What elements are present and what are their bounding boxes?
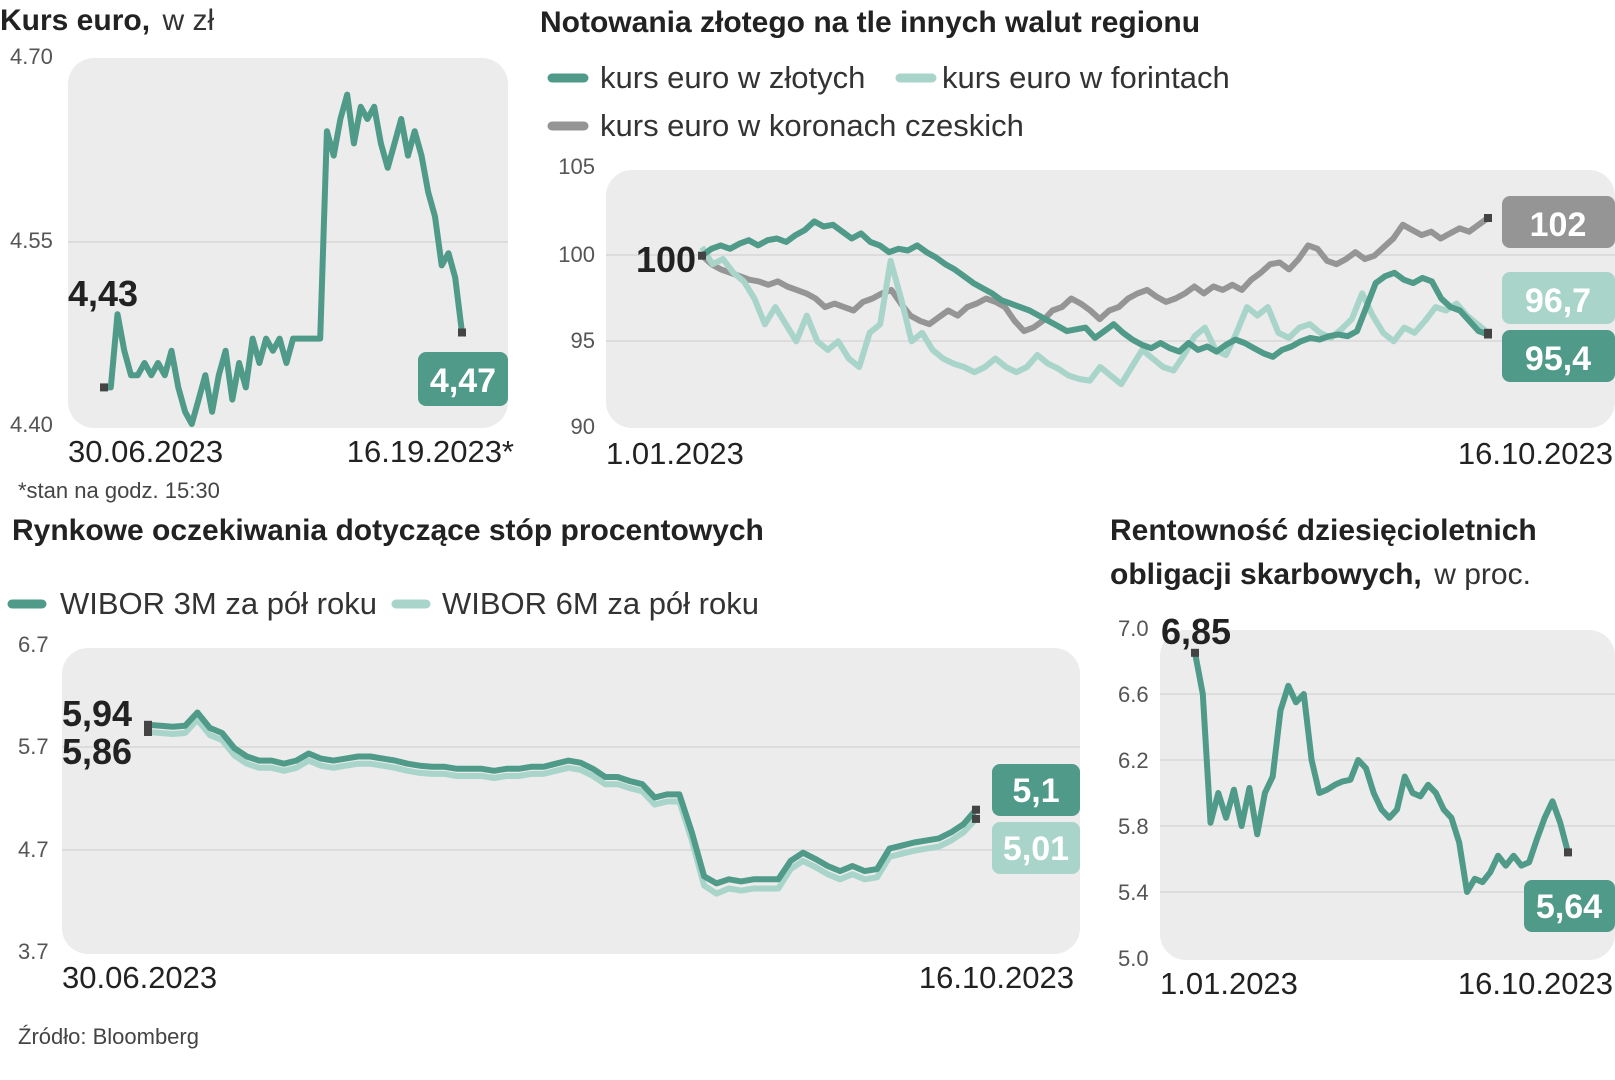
bond-series-line: [1192, 652, 1571, 895]
wibor6m-end-marker: [972, 814, 980, 823]
forint-end-badge: [1502, 272, 1615, 324]
wibor3m-start-marker: [144, 720, 152, 729]
zloty-end-label: 95,4: [1525, 340, 1591, 378]
wibor-chart: Rynkowe oczekiwania dotyczące stóp proce…: [7, 514, 1080, 995]
wibor3m-end-badge: [992, 764, 1080, 816]
regional-x-start: 1.01.2023: [606, 436, 744, 471]
eur-pln-end-marker: [458, 328, 466, 337]
bond-ytick-58: 5.8: [1118, 814, 1149, 839]
bond-plot-area: [1160, 630, 1615, 960]
eur-pln-start-label: 4,43: [68, 273, 138, 314]
bond-title-line1: Rentowność dziesięcioletnich: [1110, 514, 1537, 547]
legend-label-koruna: kurs euro w koronach czeskich: [600, 108, 1024, 143]
wibor3m-end-marker: [972, 805, 980, 814]
koruna-end-label: 102: [1530, 206, 1587, 244]
bond-x-end: 16.10.2023: [1458, 966, 1613, 1001]
wibor6m-end-badge: [992, 822, 1080, 874]
bond-end-badge: [1524, 880, 1615, 932]
wibor-ytick-57: 5.7: [18, 734, 49, 759]
regional-start-label: 100: [636, 239, 696, 280]
wibor3m-series-line: [147, 709, 979, 887]
eur-pln-end-label: 4,47: [430, 362, 496, 400]
eur-pln-x-start: 30.06.2023: [68, 434, 223, 469]
zloty-series-line: [700, 218, 1490, 360]
bond-end-label: 5,64: [1536, 888, 1602, 926]
wibor-x-end: 16.10.2023: [919, 960, 1074, 995]
regional-ytick-100: 100: [558, 242, 595, 267]
eur-pln-chart: Kurs euro, w zł 4.70 4.55 4.40 4,43 4,47…: [0, 4, 514, 503]
wibor-ytick-67: 6.7: [18, 632, 49, 657]
regional-title: Notowania złotego na tle innych walut re…: [540, 6, 1200, 39]
bond-start-marker: [1191, 648, 1199, 657]
eur-pln-title: Kurs euro, w zł: [0, 4, 214, 37]
eur-pln-title-unit: w zł: [161, 4, 214, 37]
bond-title-main: obligacji skarbowych,: [1110, 558, 1422, 591]
legend-label-wibor3m: WIBOR 3M za pół roku: [60, 586, 377, 621]
eur-pln-end-badge: [418, 352, 508, 406]
bond-ytick-62: 6.2: [1118, 748, 1149, 773]
bond-ytick-50: 5.0: [1118, 946, 1149, 971]
koruna-end-badge: [1502, 196, 1615, 248]
regional-ytick-95: 95: [571, 328, 595, 353]
bond-ytick-70: 7.0: [1118, 616, 1149, 641]
regional-start-marker: [698, 251, 706, 260]
eur-pln-x-end: 16.19.2023*: [347, 434, 514, 469]
wibor6m-start-marker: [144, 728, 152, 736]
bond-x-start: 1.01.2023: [1160, 966, 1298, 1001]
bond-end-marker: [1564, 848, 1572, 857]
wibor3m-end-label: 5,1: [1012, 772, 1059, 810]
bond-title-unit: w proc.: [1433, 558, 1531, 591]
bond-start-label: 6,85: [1161, 611, 1231, 652]
regional-chart: Notowania złotego na tle innych walut re…: [540, 6, 1615, 471]
eur-pln-ytick-mid: 4.55: [10, 228, 53, 253]
wibor6m-end-label: 5,01: [1003, 830, 1069, 868]
eur-pln-ytick-top: 4.70: [10, 44, 53, 69]
wibor6m-series-line: [147, 716, 979, 897]
wibor-ytick-37: 3.7: [18, 939, 49, 964]
eur-pln-series-line: [104, 91, 465, 427]
bond-ytick-66: 6.6: [1118, 682, 1149, 707]
bond-chart: Rentowność dziesięcioletnich obligacji s…: [1110, 514, 1615, 1001]
koruna-end-marker: [1484, 214, 1492, 222]
zloty-end-marker: [1484, 330, 1492, 339]
forint-series-line: [699, 245, 1490, 388]
legend-label-zloty: kurs euro w złotych: [600, 60, 865, 95]
bond-title-line2: obligacji skarbowych, w proc.: [1110, 558, 1531, 591]
wibor-ytick-47: 4.7: [18, 837, 49, 862]
wibor6m-start-label: 5,86: [62, 731, 132, 772]
wibor3m-start-label: 5,94: [62, 693, 132, 734]
bond-ytick-54: 5.4: [1118, 880, 1149, 905]
legend-label-forint: kurs euro w forintach: [942, 60, 1230, 95]
wibor-title: Rynkowe oczekiwania dotyczące stóp proce…: [12, 514, 764, 547]
eur-pln-title-main: Kurs euro,: [0, 4, 150, 37]
regional-ytick-105: 105: [558, 154, 595, 179]
regional-x-end: 16.10.2023: [1458, 436, 1613, 471]
koruna-series-line: [699, 215, 1490, 335]
zloty-end-badge: [1502, 330, 1615, 382]
source-note: Źródło: Bloomberg: [18, 1024, 199, 1049]
eur-pln-ytick-bottom: 4.40: [10, 412, 53, 437]
footnote: *stan na godz. 15:30: [18, 478, 220, 503]
wibor-plot-area: [62, 648, 1080, 954]
forint-end-label: 96,7: [1525, 282, 1591, 320]
eur-pln-start-marker: [100, 383, 108, 392]
regional-ytick-90: 90: [571, 414, 595, 439]
legend-label-wibor6m: WIBOR 6M za pół roku: [442, 586, 759, 621]
wibor-x-start: 30.06.2023: [62, 960, 217, 995]
